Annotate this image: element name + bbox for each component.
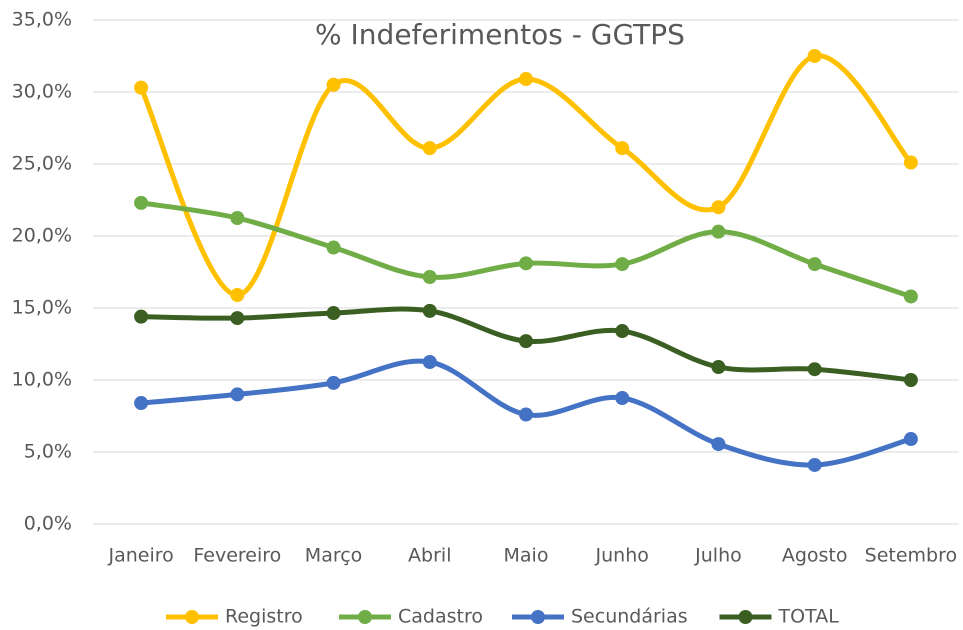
- point: [903, 373, 918, 387]
- point: [230, 288, 245, 303]
- x-tick-label: Setembro: [865, 545, 957, 567]
- point: [519, 72, 533, 87]
- point: [807, 457, 822, 472]
- point: [711, 360, 726, 375]
- point: [230, 311, 245, 326]
- point: [615, 257, 630, 272]
- y-tick-label: 15,0%: [12, 297, 72, 319]
- point: [615, 324, 630, 339]
- y-tick-label: 0,0%: [24, 513, 72, 535]
- point: [422, 355, 437, 369]
- y-tick-label: 30,0%: [12, 81, 72, 103]
- point: [134, 396, 149, 411]
- legend-label: Secundárias: [571, 606, 688, 628]
- point: [711, 437, 726, 452]
- series-line: [138, 200, 914, 299]
- y-tick-label: 25,0%: [12, 153, 72, 175]
- x-tick-label: Junho: [595, 545, 649, 567]
- point: [711, 224, 726, 239]
- chart-title: % Indeferimentos - GGTPS: [315, 18, 685, 51]
- legend-label: Registro: [225, 606, 303, 628]
- point: [422, 303, 437, 318]
- legend-marker: [531, 610, 545, 624]
- y-tick-label: 5,0%: [24, 441, 72, 463]
- x-tick-label: Fevereiro: [193, 545, 281, 567]
- point: [807, 257, 822, 272]
- point: [615, 391, 630, 405]
- point: [230, 211, 245, 225]
- legend-marker: [358, 610, 372, 624]
- y-tick-label: 10,0%: [12, 369, 72, 391]
- point: [326, 306, 341, 321]
- point: [422, 270, 437, 285]
- x-tick-label: Agosto: [782, 545, 848, 567]
- point: [326, 375, 341, 390]
- point: [134, 309, 149, 324]
- x-tick-label: Maio: [504, 545, 549, 567]
- legend-marker: [738, 610, 753, 624]
- x-tick-label: Abril: [408, 545, 451, 567]
- point: [134, 195, 149, 210]
- point: [711, 200, 726, 215]
- point: [326, 240, 341, 255]
- x-tick-label: Julho: [694, 545, 742, 567]
- point: [807, 49, 822, 63]
- point: [422, 141, 437, 156]
- series-line: [138, 53, 914, 298]
- point: [807, 362, 822, 377]
- point: [230, 387, 245, 402]
- point: [903, 289, 918, 304]
- x-tick-label: Março: [305, 545, 363, 567]
- legend-label: TOTAL: [778, 606, 840, 628]
- point: [615, 141, 630, 156]
- point: [326, 77, 341, 92]
- legend-label: Cadastro: [398, 606, 483, 628]
- point: [903, 432, 918, 447]
- legend-marker: [185, 610, 199, 624]
- point: [519, 256, 533, 271]
- y-tick-label: 35,0%: [12, 9, 72, 31]
- point: [903, 155, 918, 170]
- point: [134, 80, 149, 95]
- point: [519, 407, 533, 422]
- x-tick-label: Janeiro: [107, 545, 173, 567]
- y-tick-label: 20,0%: [12, 225, 72, 247]
- point: [519, 334, 533, 349]
